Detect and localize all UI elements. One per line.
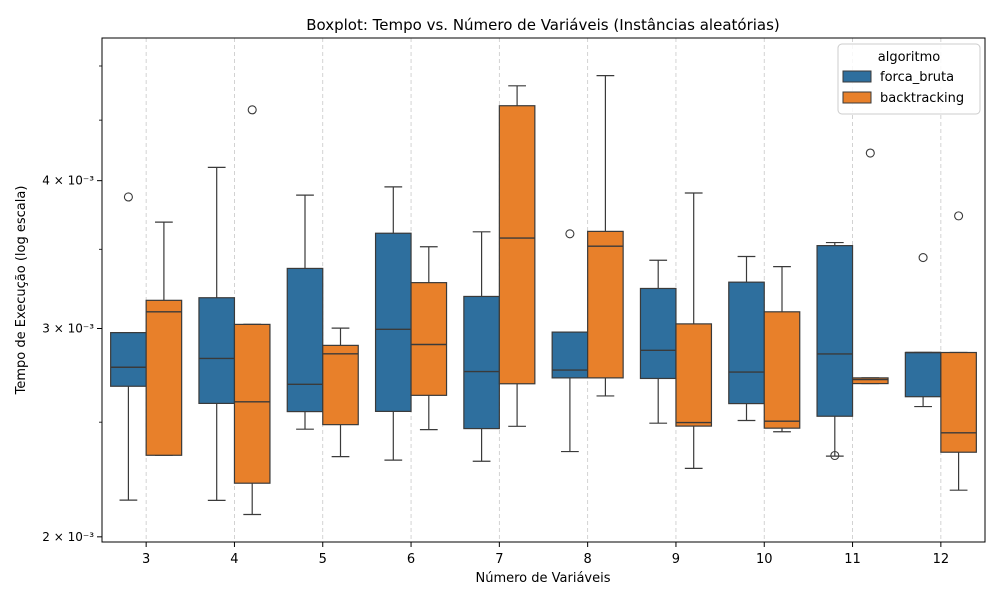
x-axis-label: Número de Variáveis	[475, 571, 610, 586]
box-backtracking	[322, 344, 359, 426]
box-forca_bruta	[904, 351, 942, 398]
legend-title: algoritmo	[878, 50, 941, 65]
outlier-point	[247, 105, 257, 115]
y-tick-label: 4 × 10⁻³	[42, 174, 94, 188]
plot-frame	[101, 37, 986, 543]
x-tick-label: 10	[756, 552, 773, 567]
box-forca_bruta	[816, 245, 854, 417]
outlier-point	[565, 229, 575, 239]
outlier-point	[123, 192, 133, 202]
axis-layer: 3 4 5 6 7 8 9 10 11 12 2 × 10⁻³ 3 × 10⁻³ 4 × 10⁻³	[42, 65, 950, 567]
x-tick-label: 8	[584, 552, 592, 567]
box-backtracking	[233, 323, 271, 484]
legend-label: forca_bruta	[880, 70, 954, 85]
box-backtracking	[763, 311, 801, 429]
box-forca_bruta	[551, 331, 589, 379]
box-forca_bruta	[110, 332, 147, 387]
box-backtracking	[145, 299, 183, 456]
y-tick-label: 3 × 10⁻³	[42, 321, 94, 335]
box-forca_bruta	[374, 232, 412, 412]
x-tick-label: 12	[933, 552, 950, 567]
x-tick-label: 11	[844, 552, 861, 567]
box-backtracking	[410, 282, 448, 396]
box-layer	[110, 75, 977, 516]
chart-title: Boxplot: Tempo vs. Número de Variáveis (…	[306, 16, 780, 34]
box-backtracking	[940, 351, 977, 453]
box-forca_bruta	[286, 267, 324, 413]
legend-label: backtracking	[880, 91, 964, 106]
box-backtracking	[587, 230, 624, 379]
x-tick-label: 4	[230, 552, 238, 567]
legend-swatch	[842, 91, 872, 104]
box-backtracking	[675, 323, 713, 427]
y-tick-label: 2 × 10⁻³	[42, 530, 94, 544]
box-backtracking	[851, 377, 889, 385]
legend-frame	[837, 43, 981, 115]
outlier-point	[830, 450, 840, 461]
outlier-point	[918, 253, 928, 263]
x-tick-label: 3	[142, 552, 150, 567]
legend: algoritmo forca_bruta backtracking	[837, 43, 981, 115]
x-tick-label: 7	[495, 552, 503, 567]
box-forca_bruta	[463, 295, 500, 430]
box-backtracking	[498, 105, 536, 385]
box-forca_bruta	[728, 281, 765, 405]
x-tick-label: 6	[407, 552, 415, 567]
x-tick-label: 5	[319, 552, 327, 567]
y-axis-label: Tempo de Execução (log escala)	[14, 186, 29, 396]
x-tick-label: 9	[672, 552, 680, 567]
outlier-point	[865, 148, 875, 158]
box-forca_bruta	[198, 297, 236, 405]
box-forca_bruta	[639, 287, 677, 380]
legend-swatch	[842, 70, 872, 83]
outlier-point	[954, 211, 964, 221]
